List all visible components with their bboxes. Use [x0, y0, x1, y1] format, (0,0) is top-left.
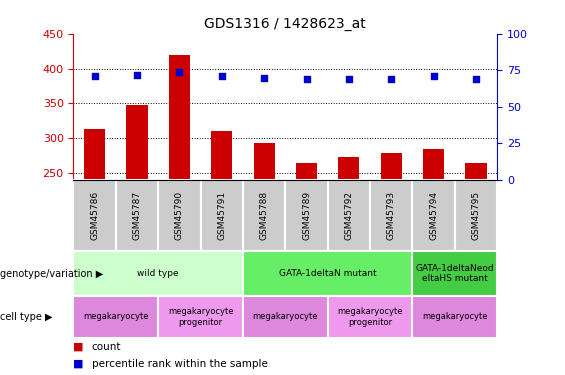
Bar [158, 180, 201, 251]
Text: ■: ■ [73, 359, 84, 369]
Title: GDS1316 / 1428623_at: GDS1316 / 1428623_at [205, 17, 366, 32]
Text: GSM45790: GSM45790 [175, 191, 184, 240]
Text: cell type ▶: cell type ▶ [0, 312, 53, 322]
Point [259, 75, 269, 81]
Bar [328, 180, 370, 251]
Bar [328, 296, 412, 338]
Text: GSM45792: GSM45792 [345, 191, 353, 240]
Bar [211, 130, 232, 180]
Bar [466, 163, 486, 180]
Bar [169, 56, 190, 180]
Text: genotype/variation ▶: genotype/variation ▶ [0, 269, 103, 279]
Bar [84, 129, 105, 180]
Text: megakaryocyte: megakaryocyte [83, 312, 149, 321]
Point [217, 73, 226, 79]
Bar [127, 105, 147, 180]
Text: GATA-1deltaNeod
eltaHS mutant: GATA-1deltaNeod eltaHS mutant [415, 264, 494, 284]
Text: megakaryocyte: megakaryocyte [253, 312, 318, 321]
Text: megakaryocyte: megakaryocyte [422, 312, 488, 321]
Bar [73, 251, 243, 296]
Text: GSM45795: GSM45795 [472, 191, 480, 240]
Bar [423, 148, 444, 180]
Text: megakaryocyte
progenitor: megakaryocyte progenitor [337, 307, 403, 327]
Bar [243, 296, 328, 338]
Bar [338, 157, 359, 180]
Text: megakaryocyte
progenitor: megakaryocyte progenitor [168, 307, 233, 327]
Bar [158, 296, 243, 338]
Point [429, 73, 438, 79]
Text: GATA-1deltaN mutant: GATA-1deltaN mutant [279, 269, 376, 278]
Point [175, 69, 184, 75]
Text: GSM45793: GSM45793 [387, 191, 396, 240]
Text: GSM45789: GSM45789 [302, 191, 311, 240]
Bar [73, 180, 116, 251]
Point [302, 76, 311, 82]
Bar [116, 180, 158, 251]
Bar [73, 296, 158, 338]
Bar [412, 251, 497, 296]
Text: ■: ■ [73, 342, 84, 352]
Bar [370, 180, 412, 251]
Point [344, 76, 354, 82]
Bar [455, 180, 497, 251]
Bar [254, 143, 275, 180]
Text: GSM45786: GSM45786 [90, 191, 99, 240]
Bar [381, 153, 402, 180]
Bar [243, 251, 412, 296]
Text: GSM45794: GSM45794 [429, 191, 438, 240]
Point [132, 72, 141, 78]
Text: GSM45787: GSM45787 [133, 191, 141, 240]
Bar [412, 180, 455, 251]
Bar [201, 180, 243, 251]
Bar [285, 180, 328, 251]
Text: GSM45791: GSM45791 [218, 191, 226, 240]
Text: wild type: wild type [137, 269, 179, 278]
Bar [243, 180, 285, 251]
Text: GSM45788: GSM45788 [260, 191, 268, 240]
Text: percentile rank within the sample: percentile rank within the sample [92, 359, 267, 369]
Point [90, 73, 99, 79]
Point [471, 76, 480, 82]
Text: count: count [92, 342, 121, 352]
Point [386, 76, 396, 82]
Bar [412, 296, 497, 338]
Bar [296, 163, 317, 180]
